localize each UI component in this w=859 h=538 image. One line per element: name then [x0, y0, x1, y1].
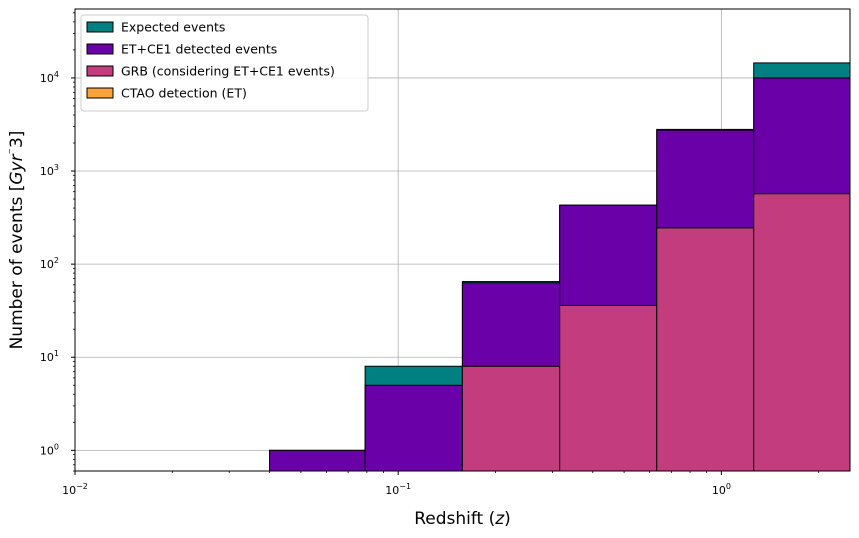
legend-label-0: Expected events	[121, 20, 225, 35]
ticks: 10−2 10−1 100 100 101 102 103 104	[40, 12, 820, 497]
y-axis-title-sup: ⁻	[4, 148, 18, 154]
bar-series-2-bin-5	[753, 193, 851, 472]
legend-label-1: ET+CE1 detected events	[121, 42, 277, 57]
y-axis-title-part-1: Number of events [	[7, 185, 27, 350]
y-tick-label-3: 103	[40, 163, 59, 178]
legend-frame	[80, 14, 369, 112]
bars	[269, 62, 851, 472]
plot-frame	[74, 8, 851, 472]
bar-series-1-bin-0	[269, 449, 366, 472]
legend-label-2: GRB (considering ET+CE1 events)	[121, 64, 335, 79]
legend-swatch-2	[86, 65, 114, 77]
y-tick-label-0: 100	[40, 442, 59, 457]
x-axis-title-var: z	[494, 509, 505, 529]
x-tick-label-1: 10−1	[385, 482, 411, 497]
y-axis-title: Number of events [Gyr⁻3]	[4, 131, 27, 350]
y-tick-label-2: 102	[40, 256, 59, 271]
y-tick-label-1: 101	[40, 349, 59, 364]
legend-swatch-1	[86, 43, 114, 55]
legend: Expected events ET+CE1 detected events GRB…	[80, 14, 369, 112]
bar-series-2-bin-2	[461, 365, 561, 472]
y-tick-label-4: 104	[40, 70, 59, 85]
y-axis-title-part-4: 3]	[7, 131, 27, 148]
y-axis-title-var: Gyr	[7, 153, 27, 184]
x-tick-label-0: 10−2	[62, 482, 88, 497]
x-tick-label-2: 100	[712, 482, 731, 497]
x-axis-title-part-1: Redshift (	[414, 509, 495, 529]
x-axis-title: Redshift (z)	[414, 509, 511, 529]
legend-label-3: CTAO detection (ET)	[121, 86, 247, 101]
bar-series-2-bin-4	[656, 227, 755, 472]
bar-series-1-bin-1	[364, 384, 463, 472]
x-axis-title-part-3: )	[504, 509, 511, 529]
legend-swatch-3	[86, 87, 114, 99]
bar-series-2-bin-3	[559, 304, 658, 472]
legend-swatch-0	[86, 21, 114, 33]
